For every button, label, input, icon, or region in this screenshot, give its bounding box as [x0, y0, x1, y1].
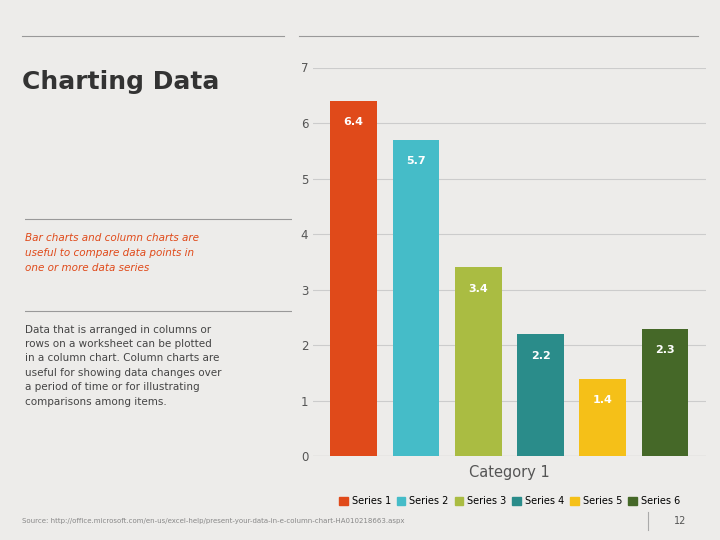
X-axis label: Category 1: Category 1	[469, 464, 550, 480]
Text: 1.4: 1.4	[593, 395, 613, 405]
Text: Bar charts and column charts are
useful to compare data points in
one or more da: Bar charts and column charts are useful …	[25, 233, 199, 273]
Bar	[330, 101, 377, 456]
Text: Data that is arranged in columns or
rows on a worksheet can be plotted
in a colu: Data that is arranged in columns or rows…	[25, 325, 222, 407]
Bar	[392, 140, 439, 456]
Text: 12: 12	[674, 516, 686, 526]
Text: Source: http://office.microsoft.com/en-us/excel-help/present-your-data-in-e-colu: Source: http://office.microsoft.com/en-u…	[22, 518, 404, 524]
Text: 2.2: 2.2	[531, 351, 550, 361]
Bar	[455, 267, 502, 456]
Text: Charting Data: Charting Data	[22, 70, 219, 94]
Text: 5.7: 5.7	[406, 157, 426, 166]
Text: 6.4: 6.4	[343, 118, 364, 127]
Bar	[580, 379, 626, 456]
Text: 3.4: 3.4	[469, 284, 488, 294]
Bar	[642, 328, 688, 456]
Bar	[517, 334, 564, 456]
Legend: Series 1, Series 2, Series 3, Series 4, Series 5, Series 6: Series 1, Series 2, Series 3, Series 4, …	[339, 496, 680, 506]
Text: 2.3: 2.3	[655, 345, 675, 355]
